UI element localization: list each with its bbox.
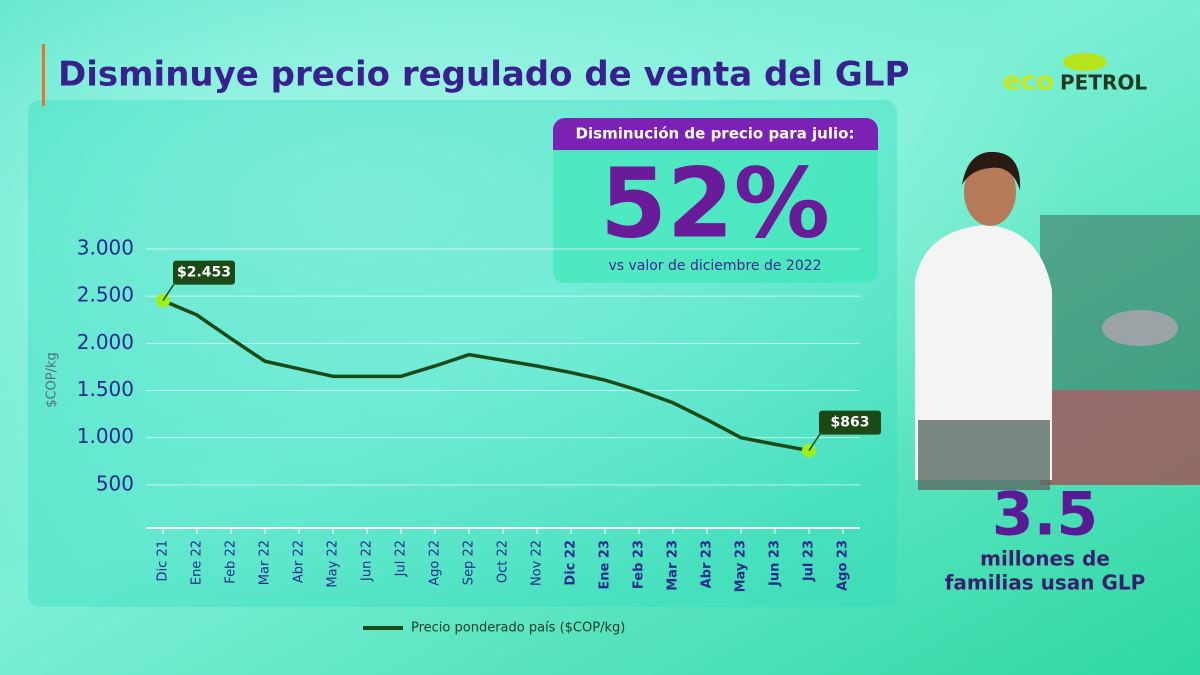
logo-eco: eco: [1003, 67, 1054, 97]
logo-petrol: PETROL: [1060, 71, 1147, 95]
x-tick-label: Dic 22: [564, 540, 579, 586]
y-tick-label: 3.000: [77, 236, 134, 260]
x-tick-label: May 23: [734, 540, 749, 592]
x-tick-label: Mar 22: [258, 540, 273, 585]
label-leader: [808, 432, 822, 452]
x-tick-label: Oct 22: [496, 540, 511, 583]
x-tick-label: Dic 21: [156, 540, 171, 581]
x-tick-label: Jun 23: [768, 540, 783, 587]
chart-title: Disminuye precio regulado de venta del G…: [58, 55, 909, 95]
person-face: [964, 158, 1016, 226]
callout-box: [553, 118, 878, 283]
callout-header-bg: [553, 118, 878, 150]
photo: [915, 151, 1200, 490]
x-tick-label: Nov 22: [530, 540, 545, 586]
logo-iguana: [1063, 53, 1107, 71]
data-label: $863: [831, 415, 870, 431]
y-axis-label: $COP/kg: [45, 352, 60, 408]
label-box: [173, 260, 235, 285]
x-tick-label: Abr 23: [700, 540, 715, 588]
person-shirt: [915, 225, 1052, 480]
x-tick-label: Feb 23: [632, 540, 647, 589]
label-box: [819, 410, 881, 435]
logo: eco PETROL: [1003, 53, 1147, 97]
callout-note: vs valor de diciembre de 2022: [608, 258, 821, 274]
person-hair: [962, 151, 1021, 190]
x-tick-label: Feb 22: [224, 540, 239, 584]
stat: 3.5 millones de familias usan GLP: [945, 480, 1146, 595]
y-tick-label: 500: [96, 471, 134, 495]
y-tick-label: 2.000: [77, 330, 134, 354]
x-tick-label: Ago 22: [428, 540, 443, 586]
stat-line: millones de: [980, 547, 1110, 571]
y-tick-label: 1.500: [77, 377, 134, 401]
x-tick-label: Ago 23: [836, 540, 851, 591]
value-label: $863: [808, 410, 881, 452]
callout-value: 52%: [600, 147, 830, 259]
label-leader: [162, 282, 176, 302]
x-tick-label: May 22: [326, 540, 341, 588]
x-tick-label: Ene 22: [190, 540, 205, 585]
x-tick-label: Jul 23: [802, 540, 817, 582]
stat-line: familias usan GLP: [945, 571, 1146, 595]
data-line: [162, 298, 810, 453]
x-tick-label: Abr 22: [292, 540, 307, 583]
y-tick-label: 2.500: [77, 283, 134, 307]
value-label: $2.453: [162, 260, 235, 302]
person-pants: [918, 420, 1050, 490]
data-label: $2.453: [177, 265, 231, 281]
callout: Disminución de precio para julio: 52% vs…: [553, 118, 878, 283]
callout-header: Disminución de precio para julio:: [576, 125, 855, 143]
x-tick-label: Sep 22: [462, 540, 477, 585]
stat-value: 3.5: [992, 480, 1098, 550]
x-tick-label: Jun 22: [360, 540, 375, 582]
pot: [1102, 310, 1178, 346]
y-tick-label: 1.000: [77, 424, 134, 448]
x-tick-label: Ene 23: [598, 540, 613, 590]
tablecloth: [1040, 390, 1200, 485]
x-tick-label: Jul 22: [394, 540, 409, 577]
legend-label: Precio ponderado país ($COP/kg): [411, 621, 625, 636]
x-tick-label: Mar 23: [666, 540, 681, 591]
title-accent: [42, 44, 45, 106]
